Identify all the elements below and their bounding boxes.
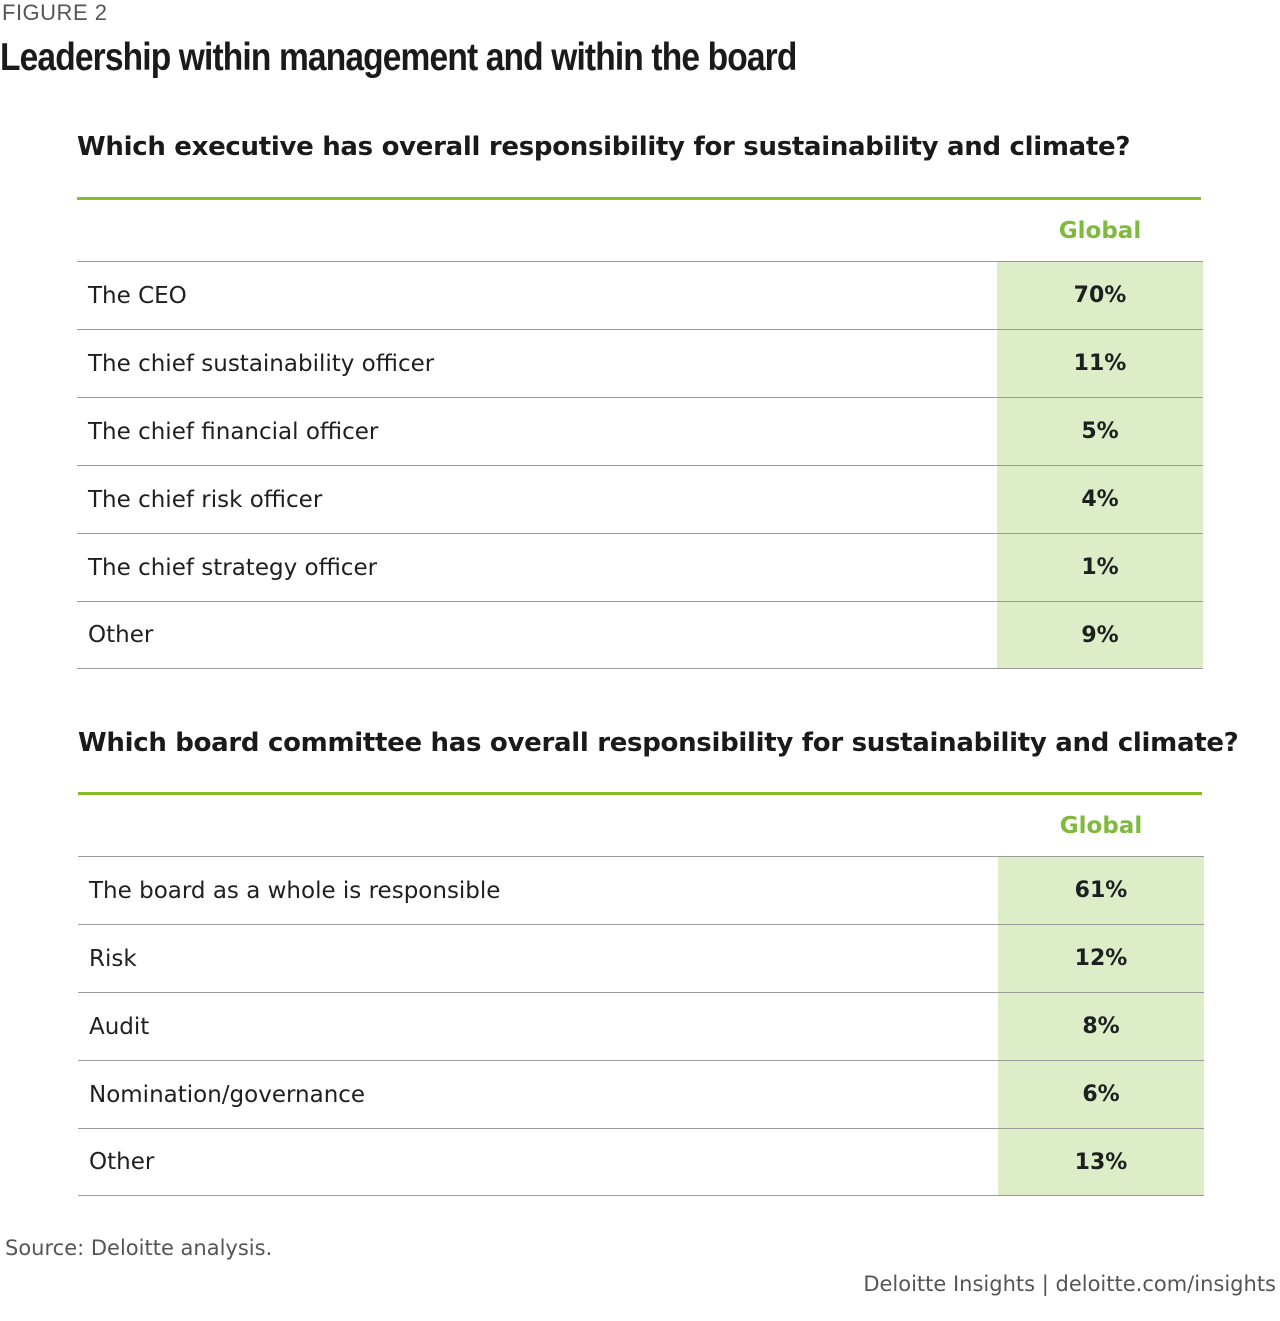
- credit-line[interactable]: Deloitte Insights | deloitte.com/insight…: [863, 1272, 1276, 1296]
- board-rows: The board as a whole is responsible 61% Ri…: [78, 856, 1204, 1196]
- executive-table: Which executive has overall responsibili…: [77, 132, 1203, 669]
- row-label: The chief risk officer: [88, 486, 323, 513]
- row-value: 12%: [998, 925, 1204, 992]
- row-label: Other: [89, 1149, 155, 1175]
- table-row: Other 13%: [78, 1128, 1204, 1196]
- row-label: Risk: [89, 945, 137, 972]
- board-question: Which board committee has overall respon…: [78, 728, 1239, 758]
- board-column-header: Global: [1059, 813, 1143, 839]
- table-row: The chief financial officer 5%: [77, 397, 1203, 465]
- executive-column-header: Global: [1058, 218, 1142, 244]
- row-value: 9%: [997, 602, 1203, 668]
- row-value: 13%: [998, 1129, 1204, 1195]
- row-value: 61%: [998, 857, 1204, 924]
- row-value: 70%: [997, 262, 1203, 329]
- row-value: 4%: [997, 466, 1203, 533]
- row-label: Other: [88, 622, 154, 648]
- row-label: Audit: [89, 1013, 150, 1040]
- executive-question: Which executive has overall responsibili…: [77, 132, 1131, 162]
- table-row: The chief strategy officer 1%: [77, 533, 1203, 601]
- figure-title: Leadership within management and within …: [0, 36, 797, 79]
- row-value: 8%: [998, 993, 1204, 1060]
- figure-label: FIGURE 2: [2, 0, 108, 25]
- row-label: The chief sustainability officer: [88, 350, 435, 377]
- board-green-rule: [78, 792, 1202, 795]
- source-note: Source: Deloitte analysis.: [5, 1236, 273, 1260]
- table-row: Nomination/governance 6%: [78, 1060, 1204, 1128]
- table-row: Other 9%: [77, 601, 1203, 669]
- executive-rows: The CEO 70% The chief sustainability offic…: [77, 261, 1203, 669]
- board-table: Which board committee has overall respon…: [78, 728, 1239, 1196]
- row-value: 5%: [997, 398, 1203, 465]
- row-label: The board as a whole is responsible: [89, 877, 501, 904]
- table-row: Risk 12%: [78, 924, 1204, 992]
- table-row: Audit 8%: [78, 992, 1204, 1060]
- table-row: The board as a whole is responsible 61%: [78, 856, 1204, 924]
- table-row: The CEO 70%: [77, 261, 1203, 329]
- row-label: The chief financial officer: [88, 418, 379, 445]
- row-value: 6%: [998, 1061, 1204, 1128]
- executive-green-rule: [77, 197, 1201, 200]
- row-label: The CEO: [88, 282, 187, 309]
- row-value: 1%: [997, 534, 1203, 601]
- table-row: The chief risk officer 4%: [77, 465, 1203, 533]
- table-row: The chief sustainability officer 11%: [77, 329, 1203, 397]
- row-label: The chief strategy officer: [88, 554, 378, 581]
- row-label: Nomination/governance: [89, 1081, 366, 1108]
- row-value: 11%: [997, 330, 1203, 397]
